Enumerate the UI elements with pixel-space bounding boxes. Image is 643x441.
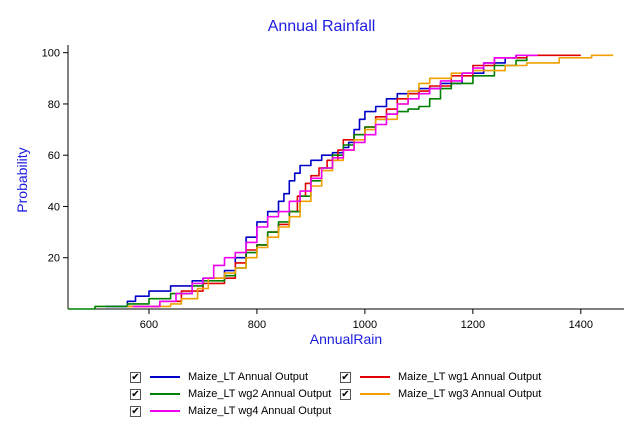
y-tick-label: 80 [48,99,60,111]
y-tick-label: 20 [48,253,60,265]
legend-swatch [150,376,180,378]
legend-swatch [360,393,390,395]
x-tick-label: 800 [248,319,266,331]
legend-checkbox[interactable]: ✔ [130,388,141,400]
legend: ✔ Maize_LT Annual Output ✔ Maize_LT wg1 … [130,367,610,427]
legend-item-maize-lt-wg3[interactable]: ✔ Maize_LT wg3 Annual Output [340,386,541,402]
legend-label: Maize_LT wg1 Annual Output [398,371,542,383]
legend-label: Maize_LT wg2 Annual Output [188,388,332,400]
legend-item-maize-lt-wg2[interactable]: ✔ Maize_LT wg2 Annual Output [130,386,331,402]
y-tick-label: 100 [42,48,60,60]
legend-swatch [150,410,180,412]
legend-label: Maize_LT wg4 Annual Output [188,405,332,417]
legend-label: Maize_LT Annual Output [188,371,309,383]
legend-swatch [150,393,180,395]
series-line-3 [127,54,614,308]
legend-label: Maize_LT wg3 Annual Output [398,388,542,400]
legend-checkbox[interactable]: ✔ [340,388,351,400]
legend-swatch [360,376,390,378]
legend-checkbox[interactable]: ✔ [340,371,351,383]
y-tick-label: 60 [48,150,60,162]
legend-checkbox[interactable]: ✔ [130,405,141,417]
legend-item-maize-lt-wg4[interactable]: ✔ Maize_LT wg4 Annual Output [130,403,331,419]
x-tick-label: 1000 [353,319,377,331]
legend-item-maize-lt[interactable]: ✔ Maize_LT Annual Output [130,369,308,385]
series-line-1 [127,54,581,308]
series-line-2 [68,57,528,310]
legend-checkbox[interactable]: ✔ [130,371,141,383]
x-tick-label: 600 [140,319,158,331]
legend-item-maize-lt-wg1[interactable]: ✔ Maize_LT wg1 Annual Output [340,369,541,385]
y-axis-label: Probability [14,147,30,213]
x-tick-label: 1400 [569,319,593,331]
y-tick-label: 40 [48,201,60,213]
x-tick-label: 1200 [461,319,485,331]
chart-title: Annual Rainfall [267,18,376,35]
x-axis-label: AnnualRain [309,331,383,347]
series-line-4 [132,54,538,308]
